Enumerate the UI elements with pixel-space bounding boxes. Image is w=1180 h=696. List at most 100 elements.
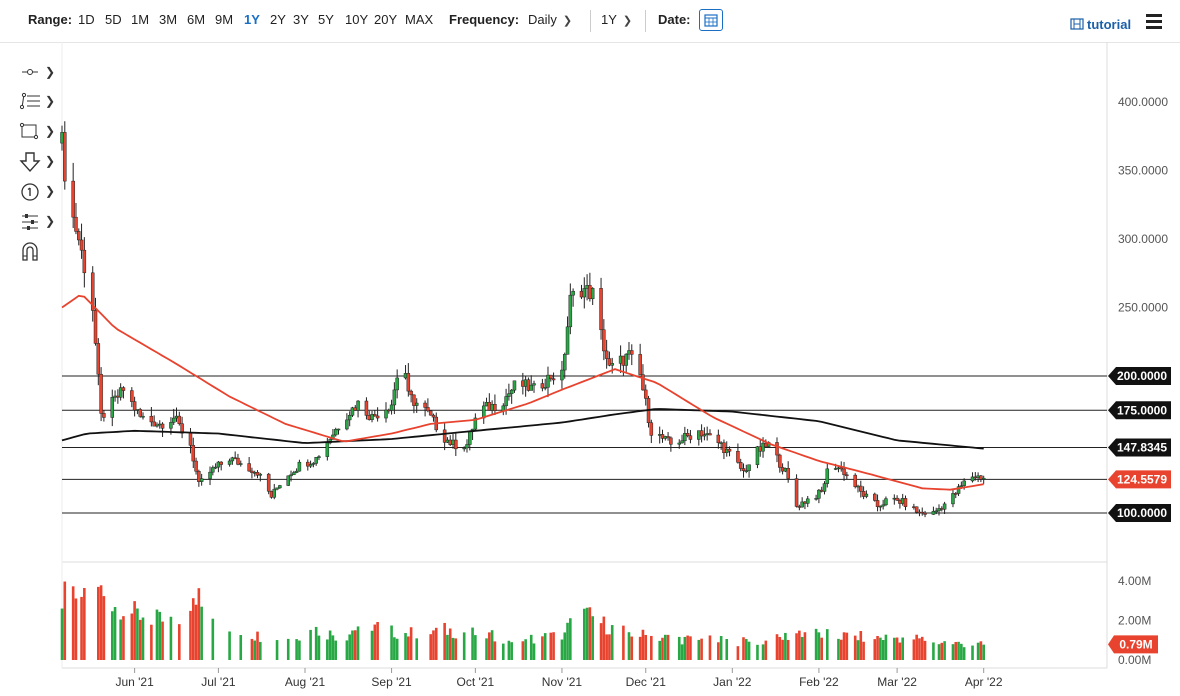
range-button-9m[interactable]: 9M	[215, 12, 234, 27]
range-button-3y[interactable]: 3Y	[293, 12, 309, 27]
volume-bar	[954, 641, 958, 660]
volume-bar	[976, 642, 980, 660]
volume-bar	[474, 635, 477, 660]
candle	[571, 290, 575, 296]
candle	[669, 437, 673, 445]
volume-bar	[102, 596, 106, 660]
candle	[568, 294, 573, 328]
candle	[607, 358, 612, 366]
candle	[814, 498, 818, 500]
volume-bar	[390, 625, 393, 660]
volume-bar	[286, 638, 290, 660]
candle	[426, 407, 430, 412]
volume-bar	[912, 639, 916, 660]
number-marker-tool[interactable]: ❯	[18, 181, 58, 205]
menu-icon[interactable]	[1146, 14, 1162, 32]
tools-settings[interactable]: ❯	[18, 211, 58, 235]
volume-bar	[454, 638, 458, 660]
candle	[286, 475, 290, 486]
candle	[942, 503, 947, 510]
volume-bar	[663, 634, 667, 660]
range-button-1m[interactable]: 1M	[131, 12, 150, 27]
volume-bar	[940, 642, 944, 660]
line-tool[interactable]: ❯	[18, 62, 58, 86]
candle	[875, 500, 880, 507]
range-button-1d[interactable]: 1D	[78, 12, 95, 27]
volume-bar	[563, 632, 567, 660]
y-tick-label: 250.0000	[1118, 301, 1168, 315]
volume-bar	[814, 628, 818, 660]
candle	[191, 445, 196, 462]
range-button-10y[interactable]: 10Y	[345, 12, 369, 27]
period-select[interactable]: 1Y ❯	[601, 12, 632, 29]
candle	[878, 505, 883, 508]
candle	[493, 403, 497, 411]
volume-bar	[348, 634, 351, 660]
range-button-5d[interactable]: 5D	[105, 12, 122, 27]
candle	[755, 446, 760, 465]
range-label: Range:	[28, 12, 73, 27]
candle	[604, 350, 609, 359]
volume-bar	[141, 617, 145, 660]
volume-bar	[784, 632, 787, 660]
candle	[549, 374, 553, 379]
rectangle-tool[interactable]: ❯	[18, 121, 58, 145]
volume-bar	[820, 637, 823, 660]
candle	[708, 433, 712, 436]
range-button-6m[interactable]: 6M	[187, 12, 206, 27]
candle	[599, 288, 603, 331]
range-button-3m[interactable]: 3M	[159, 12, 178, 27]
candle	[778, 454, 782, 468]
date-label: Date:	[658, 12, 691, 27]
volume-bar	[443, 622, 446, 660]
volume-bar	[415, 638, 419, 660]
magnet-tool[interactable]	[18, 240, 58, 264]
candle	[272, 488, 277, 498]
range-button-5y[interactable]: 5Y	[318, 12, 334, 27]
volume-bar	[658, 640, 662, 660]
calendar-button[interactable]	[699, 9, 723, 31]
candle	[931, 511, 936, 515]
range-button-2y[interactable]: 2Y	[270, 12, 286, 27]
volume-bar	[200, 606, 203, 660]
volume-bar	[331, 635, 335, 660]
volume-bar	[884, 634, 888, 660]
volume-bar	[169, 616, 173, 660]
candle	[406, 373, 411, 392]
volume-bar	[434, 627, 438, 660]
candle	[560, 369, 564, 381]
candle	[699, 430, 704, 437]
candle	[590, 288, 595, 300]
toolbar-divider	[590, 10, 591, 32]
moving-average-short	[61, 294, 984, 491]
arrow-tool[interactable]: ❯	[18, 151, 58, 175]
candle	[839, 467, 843, 470]
candle	[512, 380, 517, 391]
candle	[74, 216, 78, 232]
candle	[903, 498, 908, 507]
volume-bar	[370, 630, 374, 660]
range-button-20y[interactable]: 20Y	[374, 12, 398, 27]
volume-bar	[915, 634, 918, 660]
tutorial-link[interactable]: tutorial	[1070, 17, 1131, 32]
candle	[102, 413, 106, 418]
candle	[370, 414, 374, 420]
candle	[741, 468, 746, 471]
volume-bar	[373, 624, 377, 660]
range-button-1y[interactable]: 1Y	[244, 12, 260, 27]
volume-bar	[451, 637, 455, 660]
fib-tool[interactable]: ❯	[18, 91, 58, 115]
volume-bar	[376, 622, 379, 660]
range-button-max[interactable]: MAX	[405, 12, 434, 27]
frequency-select[interactable]: Daily ❯	[528, 12, 572, 29]
volume-bar	[393, 637, 396, 660]
volume-bar	[756, 644, 759, 660]
volume-bar	[764, 640, 768, 660]
volume-bar	[462, 632, 466, 660]
candle	[317, 456, 321, 458]
volume-bar	[602, 616, 606, 660]
volume-bar	[524, 639, 527, 660]
volume-bar	[119, 619, 122, 660]
volume-bar	[83, 588, 86, 660]
